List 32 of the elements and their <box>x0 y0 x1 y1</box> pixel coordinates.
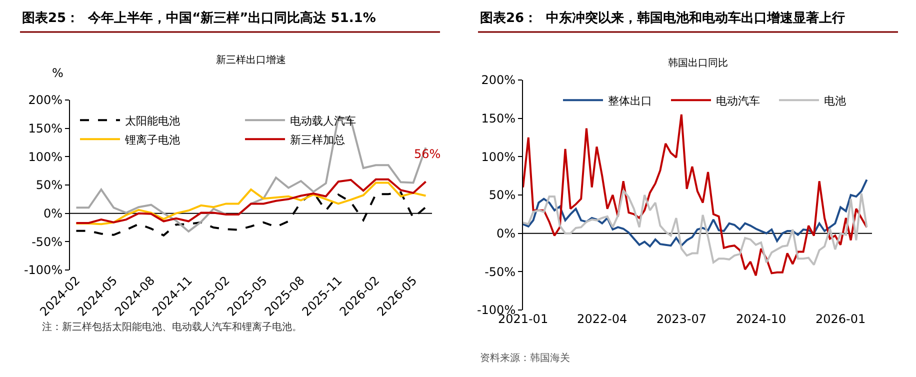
y-tick-label: 100% <box>481 150 516 164</box>
legend-label: 锂离子电池 <box>124 133 180 146</box>
y-tick-label: -50% <box>32 234 63 249</box>
legend-label: 新三样加总 <box>290 133 345 146</box>
x-tick-label: 2026-01 <box>815 312 866 326</box>
y-tick-label: -100% <box>24 263 63 278</box>
y-tick-label: 50% <box>488 188 516 202</box>
y-tick-label: 200% <box>28 93 63 108</box>
chart-title: 图表26： 中东冲突以来，韩国电池和电动车出口增速显著上行 <box>480 10 846 26</box>
chart-subtitle: 韩国出口同比 <box>668 57 728 69</box>
text: 资料来源：韩国海关 <box>480 352 570 364</box>
y-tick-label: 0% <box>44 206 63 221</box>
annotation: 56% <box>414 147 441 161</box>
x-tick-label: 2023-07 <box>656 312 706 326</box>
y-tick-label: 200% <box>481 73 516 88</box>
y-tick-label: 100% <box>28 150 63 164</box>
legend-label: 整体出口 <box>608 94 652 108</box>
legend-label: 电池 <box>824 94 846 108</box>
legend-label: 电动汽车 <box>716 94 760 108</box>
text: 注：新三样包括太阳能电池、电动载人汽车和锂离子电池。 <box>42 321 302 333</box>
y-tick-label: 150% <box>28 122 63 136</box>
x-tick-label: 2024-10 <box>736 312 786 326</box>
x-tick-label: 2022-04 <box>577 312 628 326</box>
chart-subtitle: 新三样出口增速 <box>216 54 286 66</box>
legend-label: 电动载人汽车 <box>290 114 356 128</box>
y-tick-label: 0% <box>496 226 516 241</box>
y-tick-label: 150% <box>481 112 516 126</box>
y-tick-label: -50% <box>484 264 516 279</box>
y-axis-title: % <box>52 66 64 80</box>
legend-label: 太阳能电池 <box>125 114 180 128</box>
y-tick-label: 50% <box>36 178 63 192</box>
chart-title: 图表25： 今年上半年，中国“新三样”出口同比高达 51.1% <box>22 10 376 26</box>
